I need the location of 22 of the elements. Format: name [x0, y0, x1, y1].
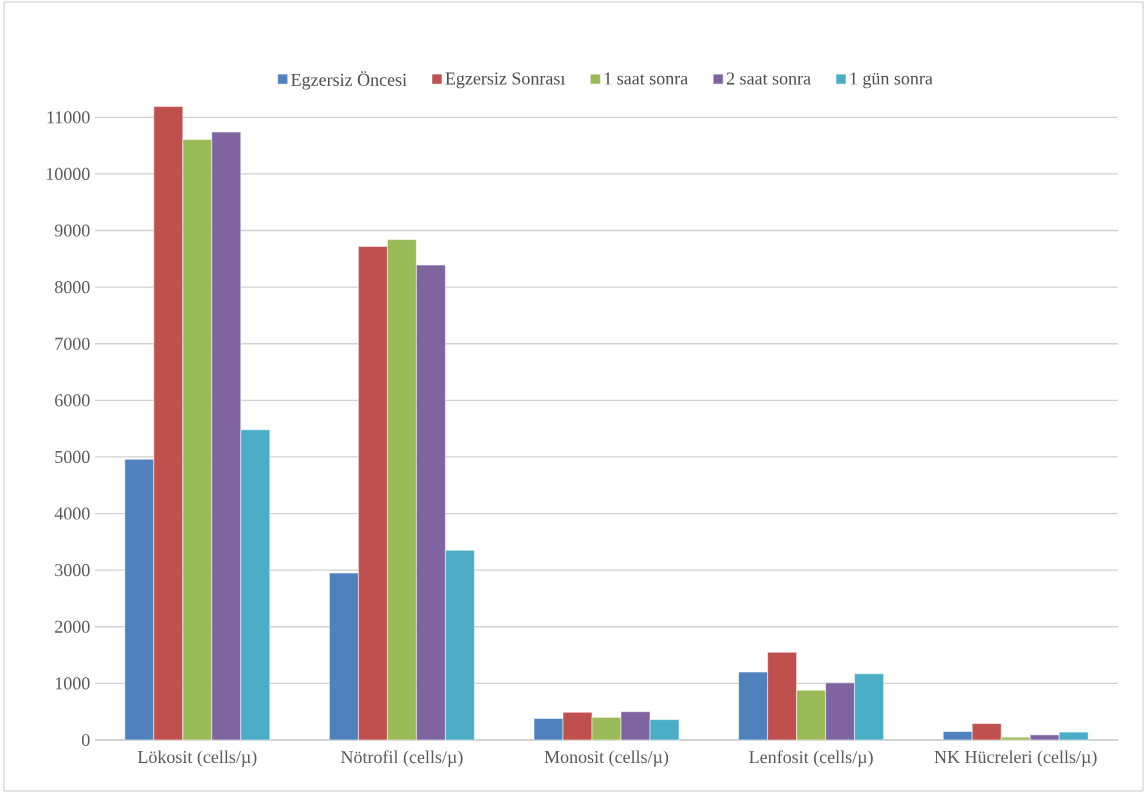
- y-tick-label: 6000: [55, 394, 90, 407]
- legend-label: 1 saat sonra: [604, 72, 688, 85]
- y-tick-label: 7000: [55, 337, 90, 350]
- y-tick-label: 3000: [55, 564, 90, 577]
- x-tick-label: NK Hücreleri (cells/µ): [934, 750, 1097, 767]
- y-tick-label: 10000: [46, 167, 90, 180]
- x-tick-label: Lenfosit (cells/µ): [749, 750, 873, 767]
- legend-label: Egzersiz Sonrası: [445, 72, 566, 89]
- y-tick-label: 9000: [54, 224, 90, 237]
- y-tick-label: 5000: [55, 450, 90, 464]
- y-tick-label: 2000: [55, 620, 90, 633]
- y-tick-label: 11000: [47, 111, 90, 124]
- y-tick-label: 4000: [54, 507, 90, 520]
- legend-label: 2 saat sonra: [726, 72, 811, 85]
- x-tick-label: Lökosit (cells/µ): [137, 750, 257, 767]
- x-tick-label: Nötrofil (cells/µ): [341, 750, 463, 767]
- x-tick-label: Monosit (cells/µ): [544, 750, 669, 767]
- y-tick-label: 1000: [55, 677, 90, 690]
- legend-label: Egzersiz Öncesi: [291, 71, 407, 90]
- y-tick-label: 8000: [54, 281, 90, 294]
- legend-label: 1 gün sonra: [850, 72, 933, 89]
- y-tick-label: 0: [81, 733, 90, 747]
